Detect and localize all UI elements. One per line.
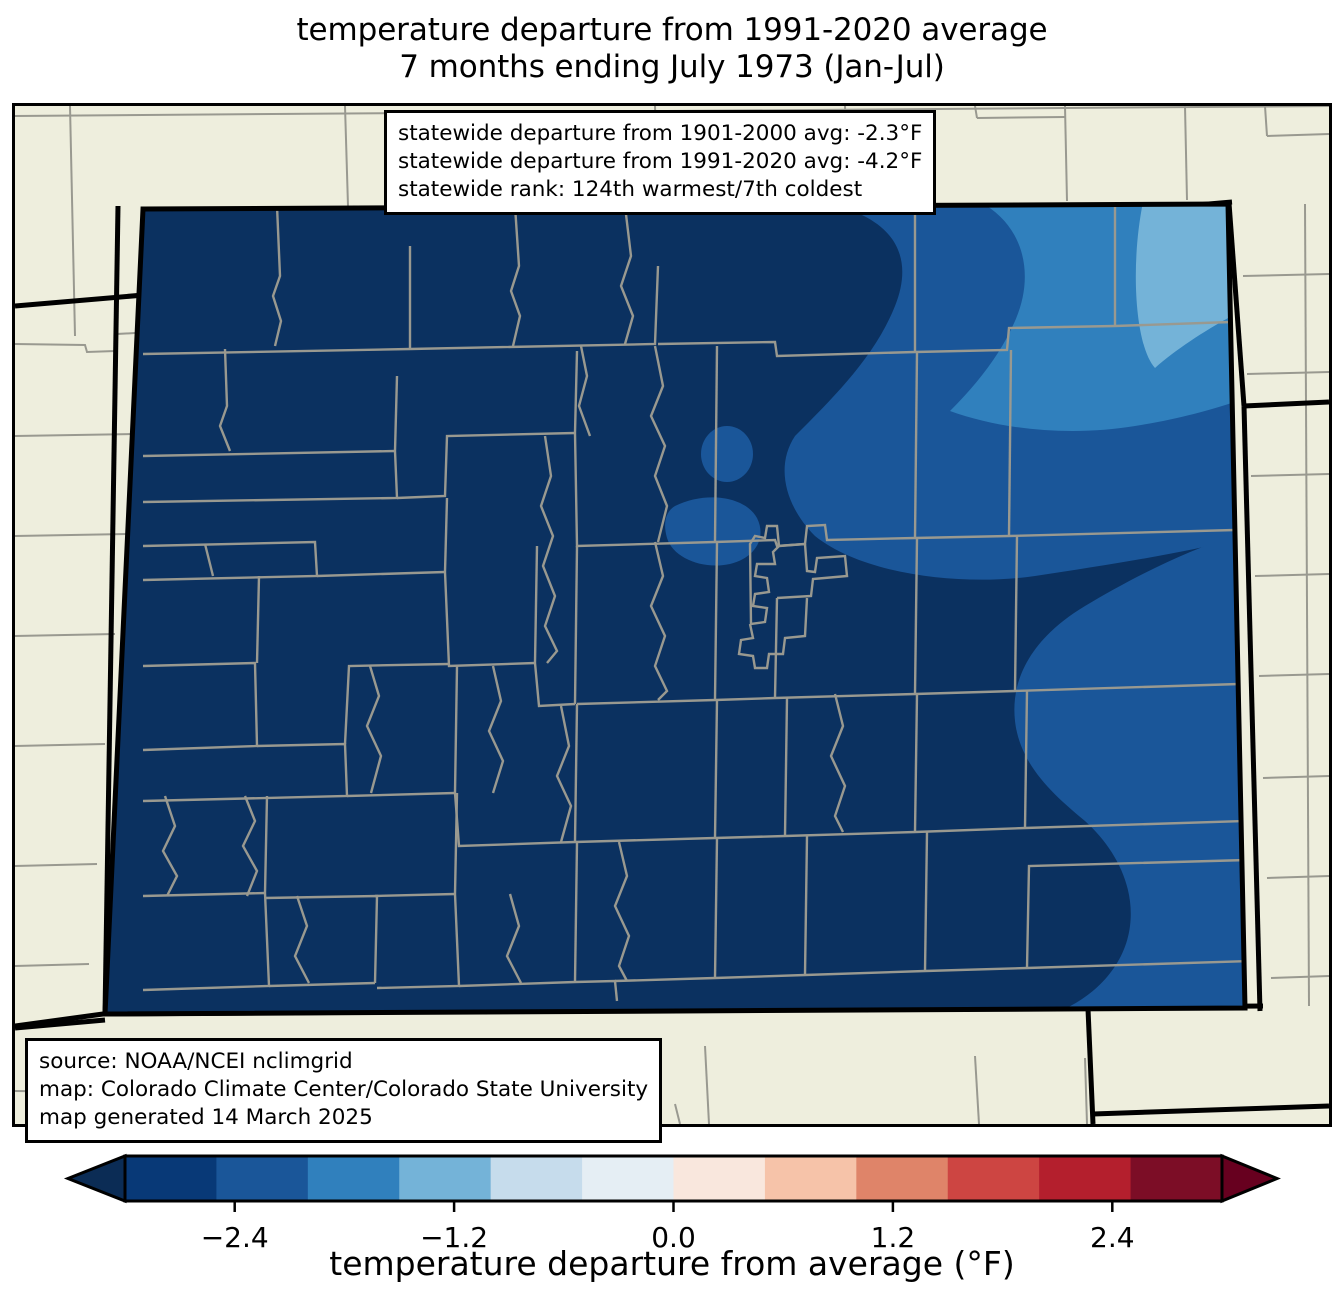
- colorbar-band: [582, 1156, 675, 1201]
- contour-ne-corner-minus18: [1135, 204, 1245, 368]
- colorbar-band: [764, 1156, 857, 1201]
- colorbar-band: [216, 1156, 309, 1201]
- colorbar-extend-high: [1220, 1153, 1281, 1204]
- contour-pocket-grand: [665, 497, 761, 566]
- colorbar-band: [307, 1156, 400, 1201]
- colorbar-band: [399, 1156, 492, 1201]
- contour-pocket-north: [701, 426, 753, 482]
- colorbar-band: [856, 1156, 949, 1201]
- colorbar-tick-label: 0.0: [651, 1221, 696, 1254]
- statistics-annotation: statewide departure from 1901-2000 avg: …: [384, 110, 937, 215]
- colorbar[interactable]: −2.4 −1.2 0.0 1.2 2.4: [0, 1146, 1344, 1301]
- stat-departure-1901-2000: statewide departure from 1901-2000 avg: …: [398, 121, 923, 146]
- colorbar-extend-low: [63, 1153, 127, 1204]
- temperature-contours: [105, 204, 1245, 1014]
- colorbar-tick-label: −2.4: [201, 1221, 269, 1254]
- map-credit-line: map: Colorado Climate Center/Colorado St…: [39, 1076, 649, 1102]
- colorbar-band: [947, 1156, 1040, 1201]
- colorbar-band: [1039, 1156, 1132, 1201]
- contour-speck: [853, 539, 859, 553]
- colorado-county-lines: [142, 205, 1245, 1002]
- title-line-2: 7 months ending July 1973 (Jan-Jul): [399, 48, 945, 85]
- page-title: temperature departure from 1991-2020 ave…: [0, 12, 1344, 85]
- colorado-temperature-map[interactable]: [15, 106, 1329, 1124]
- colorbar-bands: [63, 1153, 1281, 1204]
- colorbar-tick-label: 2.4: [1090, 1221, 1135, 1254]
- contour-east-minus3: [1014, 526, 1245, 1011]
- colorbar-band: [490, 1156, 583, 1201]
- colorbar-tick-label: −1.2: [420, 1221, 488, 1254]
- colorbar-tick-label: 1.2: [871, 1221, 916, 1254]
- colorbar-svg[interactable]: −2.4 −1.2 0.0 1.2 2.4: [0, 1146, 1344, 1256]
- colorbar-band: [1130, 1156, 1223, 1201]
- stat-departure-1991-2020: statewide departure from 1991-2020 avg: …: [398, 148, 923, 174]
- stat-statewide-rank: statewide rank: 124th warmest/7th coldes…: [398, 176, 863, 202]
- map-figure[interactable]: [12, 103, 1332, 1127]
- title-line-1: temperature departure from 1991-2020 ave…: [296, 12, 1048, 48]
- colorbar-band: [125, 1156, 218, 1201]
- colorbar-axis-label: temperature departure from average (°F): [329, 1244, 1015, 1283]
- colorbar-ticks: −2.4 −1.2 0.0 1.2 2.4: [201, 1201, 1135, 1254]
- source-annotation: source: NOAA/NCEI nclimgrid map: Colorad…: [25, 1038, 663, 1143]
- map-generated-line: map generated 14 March 2025: [39, 1104, 373, 1130]
- colorbar-band: [673, 1156, 766, 1201]
- source-line: source: NOAA/NCEI nclimgrid: [39, 1049, 353, 1074]
